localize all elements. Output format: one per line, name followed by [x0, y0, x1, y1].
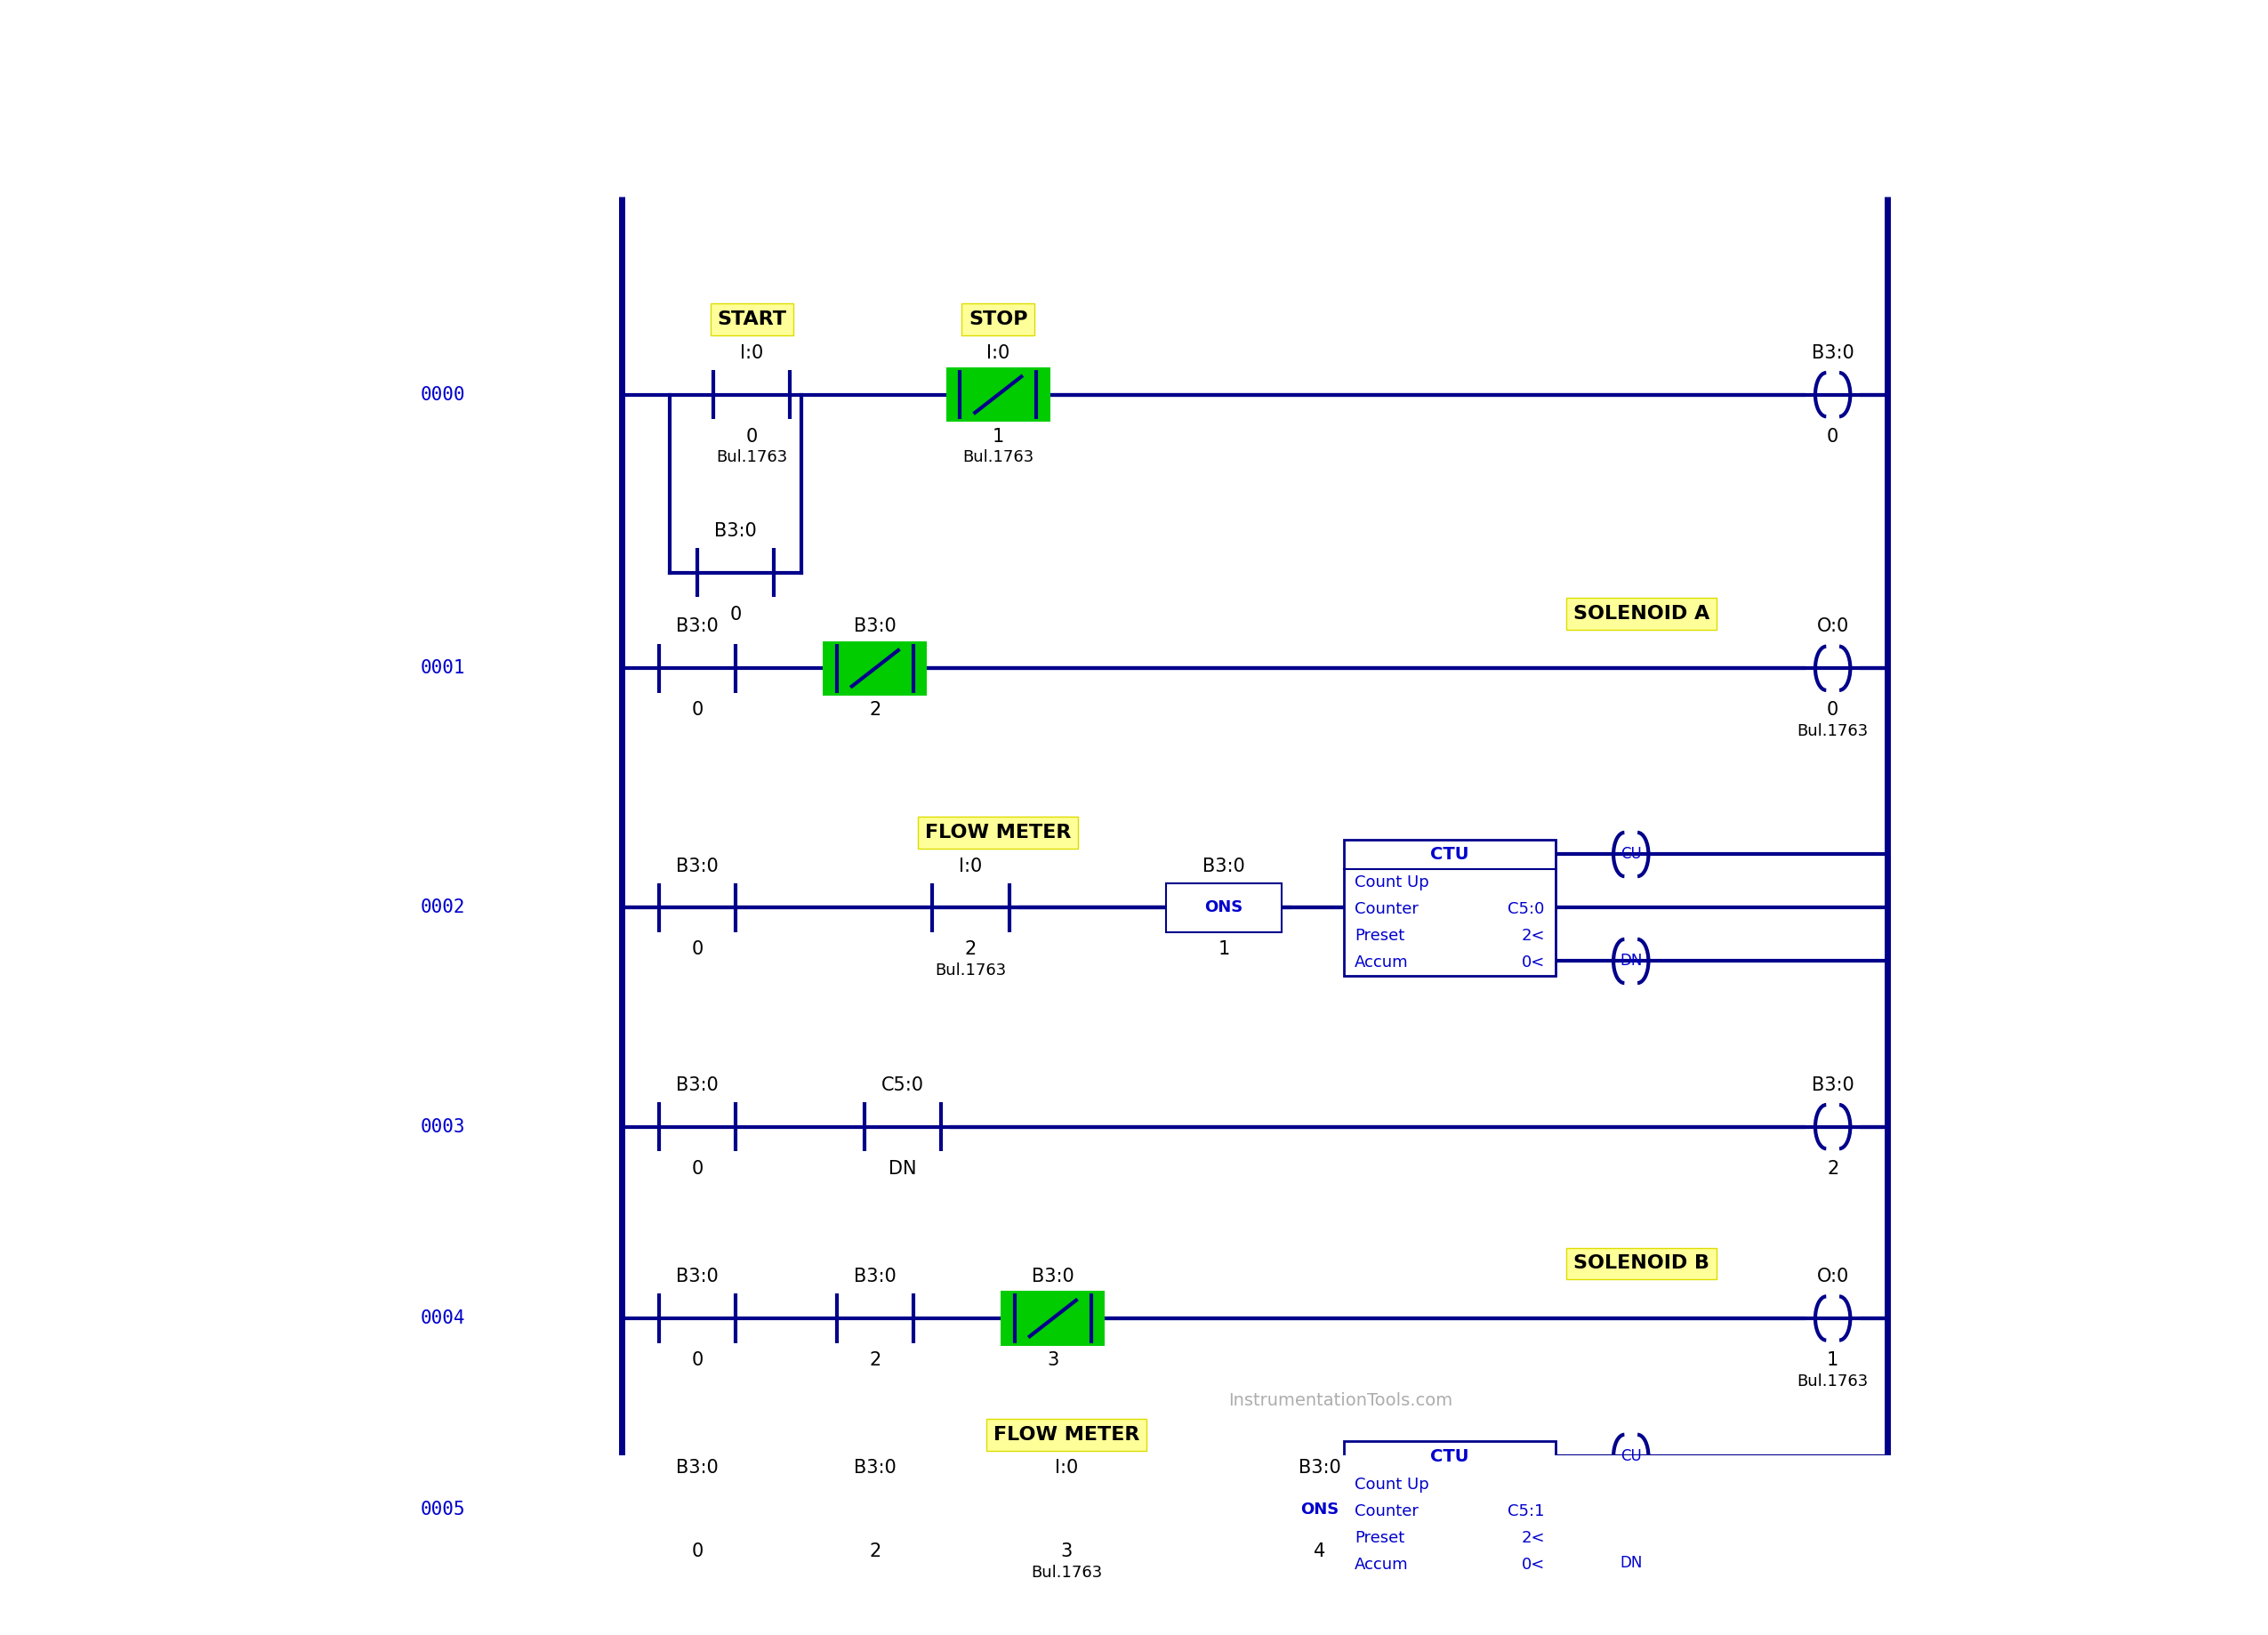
Text: I:0: I:0: [1055, 1460, 1077, 1476]
Text: I:0: I:0: [987, 343, 1009, 361]
Text: B3:0: B3:0: [676, 857, 719, 875]
Text: CU: CU: [1619, 847, 1642, 862]
Text: O:0: O:0: [1817, 1267, 1848, 1285]
Text: Accum: Accum: [1354, 1557, 1408, 1573]
Text: Bul.1763: Bul.1763: [934, 963, 1007, 978]
Text: B3:0: B3:0: [853, 1460, 896, 1476]
Text: SOLENOID A: SOLENOID A: [1574, 605, 1710, 623]
Text: 0000: 0000: [422, 386, 465, 404]
Text: 1: 1: [1218, 940, 1229, 958]
Text: CU: CU: [1619, 1449, 1642, 1465]
Text: B3:0: B3:0: [1812, 343, 1853, 361]
Text: Preset: Preset: [1354, 1530, 1404, 1547]
Text: B3:0: B3:0: [853, 618, 896, 636]
Text: Count Up: Count Up: [1354, 875, 1429, 891]
Bar: [1000, 1292, 1105, 1346]
Text: Accum: Accum: [1354, 955, 1408, 971]
Text: DN: DN: [1619, 1555, 1642, 1571]
Text: B3:0: B3:0: [853, 1267, 896, 1285]
Text: 0: 0: [730, 605, 742, 623]
Text: ONS: ONS: [1204, 899, 1243, 916]
Text: O:0: O:0: [1817, 618, 1848, 636]
Text: Counter: Counter: [1354, 1504, 1418, 1519]
Text: 1: 1: [993, 427, 1005, 445]
Bar: [1166, 883, 1281, 932]
Text: I:0: I:0: [959, 857, 982, 875]
Text: C5:0: C5:0: [880, 1076, 923, 1094]
Text: B3:0: B3:0: [676, 618, 719, 636]
Text: 3: 3: [1061, 1543, 1073, 1560]
Text: C5:1: C5:1: [1508, 1504, 1545, 1519]
Text: 0<: 0<: [1522, 1557, 1545, 1573]
Text: START: START: [717, 311, 787, 329]
Text: B3:0: B3:0: [1300, 1460, 1340, 1476]
Text: B3:0: B3:0: [676, 1460, 719, 1476]
Text: 0: 0: [746, 427, 758, 445]
Text: 2: 2: [1828, 1159, 1839, 1177]
Text: 0: 0: [692, 701, 703, 719]
Text: STOP: STOP: [968, 311, 1027, 329]
Text: 2<: 2<: [1522, 929, 1545, 943]
Text: 0002: 0002: [422, 899, 465, 917]
Text: 1: 1: [1828, 1351, 1839, 1368]
Text: 0: 0: [692, 1159, 703, 1177]
Text: Bul.1763: Bul.1763: [717, 450, 787, 466]
Text: Count Up: Count Up: [1354, 1476, 1429, 1493]
Text: B3:0: B3:0: [676, 1076, 719, 1094]
Text: 0: 0: [1828, 701, 1839, 719]
Text: Bul.1763: Bul.1763: [1796, 1373, 1869, 1390]
Text: 2: 2: [964, 940, 978, 958]
Text: InstrumentationTools.com: InstrumentationTools.com: [1227, 1391, 1452, 1409]
Bar: [823, 641, 928, 695]
Text: CTU: CTU: [1431, 845, 1470, 863]
Text: 0001: 0001: [422, 659, 465, 677]
Text: 0004: 0004: [422, 1310, 465, 1328]
Text: FLOW METER: FLOW METER: [993, 1426, 1141, 1444]
Text: 0<: 0<: [1522, 955, 1545, 971]
Bar: [946, 368, 1050, 422]
Text: 0: 0: [1828, 427, 1839, 445]
Text: 2: 2: [869, 1351, 880, 1368]
Text: B3:0: B3:0: [676, 1267, 719, 1285]
Text: 0: 0: [692, 940, 703, 958]
Text: Bul.1763: Bul.1763: [962, 450, 1034, 466]
Text: 0003: 0003: [422, 1118, 465, 1136]
Text: 2: 2: [869, 701, 880, 719]
Bar: [1343, 839, 1556, 976]
Text: CTU: CTU: [1431, 1449, 1470, 1465]
Text: SOLENOID B: SOLENOID B: [1574, 1254, 1710, 1272]
Bar: [1263, 1485, 1377, 1535]
Text: ONS: ONS: [1300, 1503, 1338, 1517]
Text: DN: DN: [1619, 953, 1642, 970]
Text: 4: 4: [1313, 1543, 1325, 1560]
Text: Bul.1763: Bul.1763: [1796, 723, 1869, 739]
Text: B3:0: B3:0: [1812, 1076, 1853, 1094]
Text: 0: 0: [692, 1543, 703, 1560]
Text: C5:0: C5:0: [1508, 901, 1545, 917]
Text: 2: 2: [869, 1543, 880, 1560]
Text: DN: DN: [889, 1159, 916, 1177]
Text: Preset: Preset: [1354, 929, 1404, 943]
Text: Bul.1763: Bul.1763: [1032, 1565, 1102, 1581]
Text: FLOW METER: FLOW METER: [925, 824, 1070, 842]
Text: 2<: 2<: [1522, 1530, 1545, 1547]
Text: 3: 3: [1048, 1351, 1059, 1368]
Text: 0005: 0005: [422, 1501, 465, 1519]
Text: Counter: Counter: [1354, 901, 1418, 917]
Text: I:0: I:0: [739, 343, 764, 361]
Text: B3:0: B3:0: [1202, 857, 1245, 875]
Text: B3:0: B3:0: [714, 522, 758, 540]
Text: B3:0: B3:0: [1032, 1267, 1075, 1285]
Text: 0: 0: [692, 1351, 703, 1368]
Bar: [1343, 1442, 1556, 1578]
